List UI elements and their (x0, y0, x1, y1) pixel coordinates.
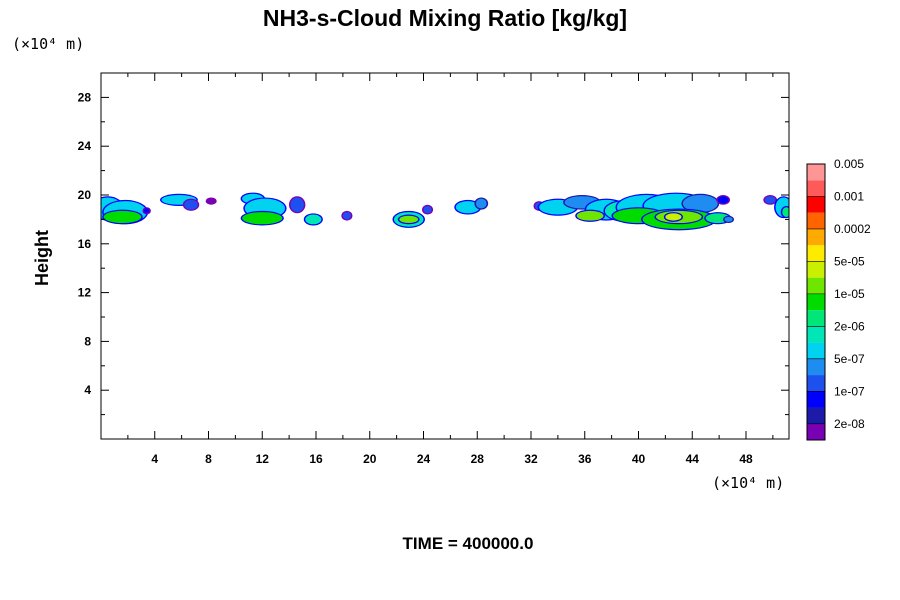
cloud-patch (455, 201, 480, 214)
chart-title: NH3-s-Cloud Mixing Ratio [kg/kg] (263, 5, 627, 31)
colorbar-swatch (807, 212, 825, 229)
x-tick-label: 32 (524, 452, 538, 466)
cloud-patch (724, 216, 733, 222)
colorbar-swatch (807, 245, 825, 262)
x-unit-label: (×10⁴ m) (712, 474, 784, 492)
cloud-patch (242, 212, 283, 225)
x-tick-label: 12 (256, 452, 270, 466)
cloud-patch (423, 205, 432, 214)
y-tick-label: 28 (78, 90, 92, 104)
colorbar-swatch (807, 277, 825, 294)
x-tick-label: 36 (578, 452, 592, 466)
cloud-patch (576, 210, 604, 221)
cloud-patch (290, 197, 304, 213)
colorbar-swatch (807, 196, 825, 213)
x-tick-label: 28 (471, 452, 485, 466)
colorbar-swatch (807, 180, 825, 197)
x-tick-label: 16 (309, 452, 323, 466)
colorbar-swatch (807, 326, 825, 343)
cloud-patch (399, 215, 419, 224)
colorbar-label: 1e-07 (834, 384, 865, 398)
colorbar-label: 2e-08 (834, 417, 865, 431)
cloud-patch (475, 198, 487, 209)
colorbar-swatch (807, 391, 825, 408)
colorbar: 2e-08 1e-07 5e-07 2e-06 1e-05 5e-05 0.0002 0.00… (806, 157, 871, 441)
cloud-patch (207, 198, 216, 204)
colorbar-label: 5e-05 (834, 254, 865, 268)
x-tick-label: 24 (417, 452, 431, 466)
cloud-patch (184, 199, 198, 210)
plot-frame (100, 72, 790, 440)
cloud-field (101, 192, 789, 231)
colorbar-swatch (807, 342, 825, 359)
x-tick-label: 20 (363, 452, 377, 466)
colorbar-label: 0.0002 (834, 222, 871, 236)
colorbar-label: 1e-05 (834, 287, 865, 301)
y-tick-label: 20 (78, 188, 92, 202)
x-tick-label: 4 (151, 452, 158, 466)
colorbar-swatch (807, 358, 825, 376)
colorbar-swatch (807, 423, 825, 440)
colorbar-swatch (807, 164, 825, 181)
cloud-patch (144, 208, 150, 214)
cloud-patch (103, 210, 142, 224)
x-tick-label: 40 (632, 452, 646, 466)
y-tick-label: 12 (78, 286, 92, 300)
time-footer: TIME = 400000.0 (403, 534, 534, 553)
colorbar-label: 0.001 (834, 189, 864, 203)
x-tick-label: 44 (686, 452, 700, 466)
colorbar-label: 0.005 (834, 157, 864, 171)
cloud-patch (782, 207, 789, 217)
x-tick-label: 48 (739, 452, 753, 466)
y-tick-label: 8 (84, 334, 91, 348)
cloud-patch (717, 196, 729, 204)
colorbar-swatch (807, 407, 825, 424)
y-tick-label: 16 (78, 237, 92, 251)
colorbar-label: 2e-06 (834, 319, 865, 333)
colorbar-swatch (807, 310, 825, 327)
colorbar-label: 5e-07 (834, 352, 865, 366)
y-tick-label: 24 (78, 139, 92, 153)
colorbar-swatch (807, 293, 825, 311)
colorbar-swatch (807, 375, 825, 392)
cloud-patch (305, 214, 322, 225)
y-unit-label: (×10⁴ m) (12, 35, 84, 53)
cloud-patch (764, 196, 776, 204)
y-tick-label: 4 (84, 383, 91, 397)
x-tick-label: 8 (205, 452, 212, 466)
y-axis-label: Height (32, 230, 52, 286)
colorbar-swatch (807, 261, 825, 278)
cloud-patch (682, 195, 718, 213)
colorbar-swatch (807, 228, 825, 246)
cloud-patch (665, 213, 682, 221)
cloud-patch (342, 212, 351, 220)
